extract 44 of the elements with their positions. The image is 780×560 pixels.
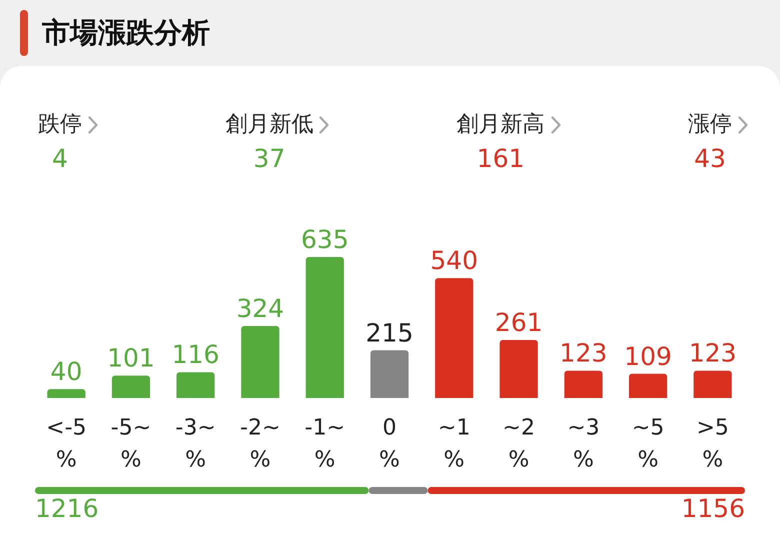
bar — [564, 370, 602, 398]
x-tick-label: >5% — [696, 416, 729, 472]
bar — [500, 340, 538, 398]
data-label: 116 — [172, 340, 220, 370]
x-tick-label: 0% — [379, 416, 400, 472]
x-tick-label: -3~% — [175, 416, 216, 472]
x-tick-label: ~2% — [502, 416, 535, 472]
chart-title: 市場漲跌分析 — [42, 15, 210, 51]
data-label: 261 — [494, 308, 543, 338]
x-tick-label: -2~% — [240, 416, 280, 472]
bar — [370, 350, 409, 398]
bar — [47, 389, 86, 398]
data-label: 1156 — [681, 494, 745, 523]
text: 161 — [476, 144, 526, 174]
data-label: 123 — [688, 338, 737, 368]
data-label: 40 — [50, 357, 82, 386]
data-label: 324 — [236, 294, 284, 324]
bar — [112, 376, 150, 398]
bar — [435, 278, 474, 398]
text: 漲停 — [688, 111, 732, 139]
data-label: 635 — [301, 225, 349, 254]
data-label: 215 — [366, 318, 414, 348]
x-tick-label: <-5% — [46, 416, 87, 472]
data-label: 123 — [560, 338, 608, 368]
bar — [628, 374, 668, 398]
bar — [176, 372, 215, 398]
bar — [241, 326, 280, 398]
x-tick-label: -5~% — [110, 416, 152, 472]
x-tick-label: -1~% — [304, 416, 346, 472]
data-label: 1216 — [35, 494, 99, 523]
text: 創月新低 — [225, 111, 314, 139]
data-label: 540 — [430, 246, 478, 276]
data-label: 109 — [624, 342, 672, 371]
x-tick-label: ~5% — [632, 416, 664, 472]
bar — [306, 257, 344, 398]
text: 37 — [252, 144, 286, 174]
bar — [694, 370, 732, 398]
data-label: 101 — [107, 344, 155, 373]
x-tick-label: ~3% — [567, 416, 600, 472]
text: 43 — [693, 144, 727, 174]
x-tick-label: ~1% — [438, 416, 470, 472]
text: 創月新高 — [456, 111, 545, 139]
text: 跌停 — [38, 111, 82, 139]
text: 4 — [51, 144, 69, 174]
